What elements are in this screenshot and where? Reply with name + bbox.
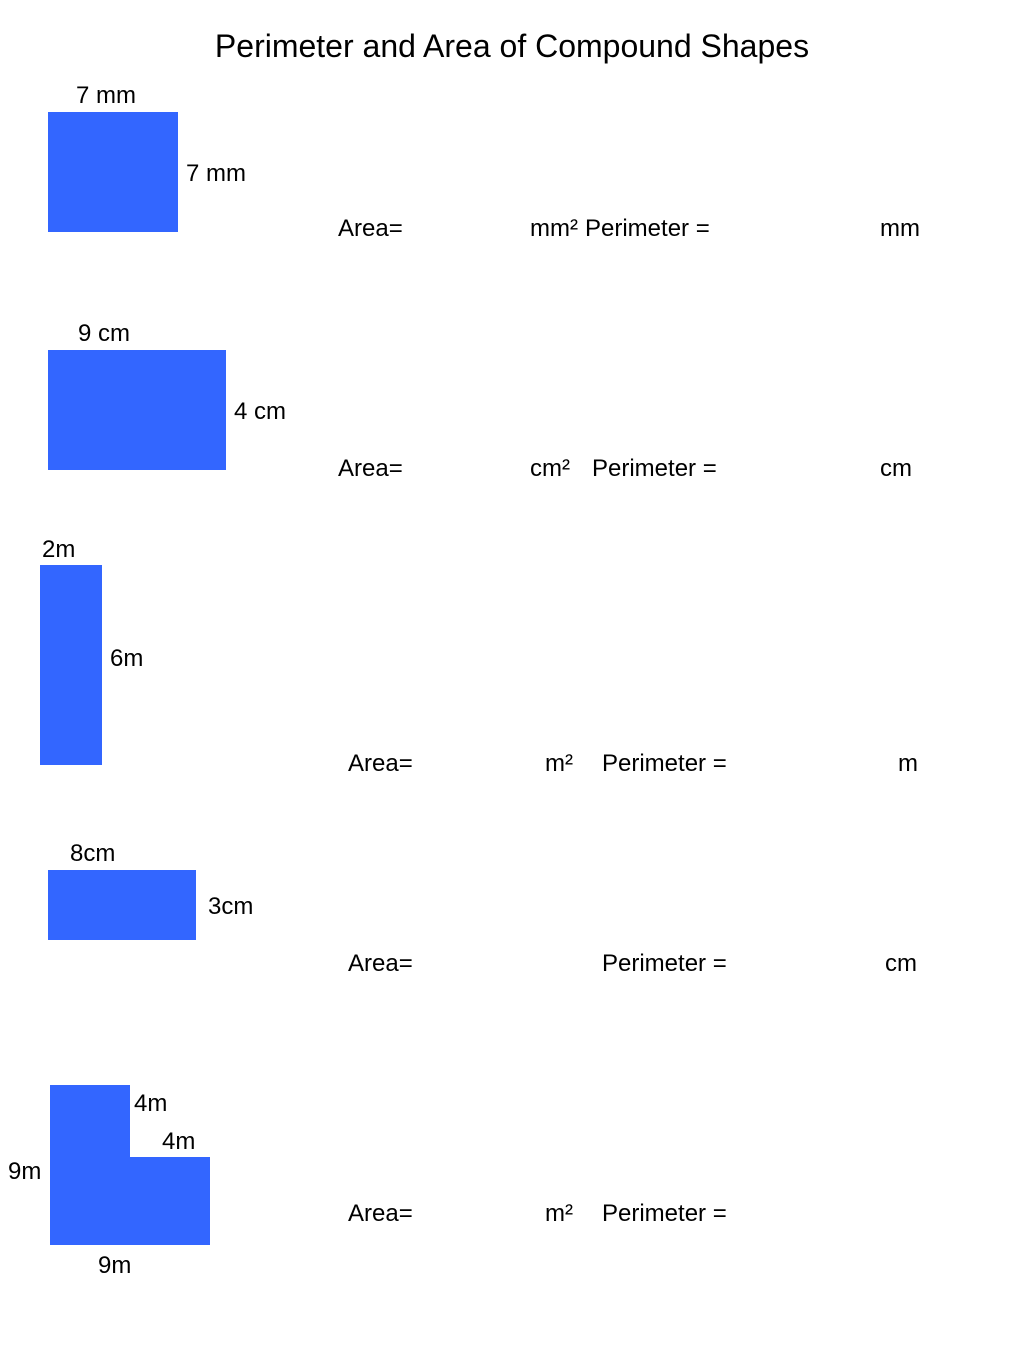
shape5-left-label: 9m (8, 1158, 41, 1186)
shape2-top-label: 9 cm (78, 320, 130, 348)
shape1-area-label: Area= (338, 215, 403, 243)
shape5-area-label: Area= (348, 1200, 413, 1228)
shape1-area-unit: mm² (530, 215, 578, 243)
shape4-perimeter-unit: cm (885, 950, 917, 978)
shape2-rect (48, 350, 226, 470)
shape5-perimeter-label: Perimeter = (602, 1200, 727, 1228)
shape1-perimeter-unit: mm (880, 215, 920, 243)
shape3-perimeter-unit: m (898, 750, 918, 778)
shape3-top-label: 2m (42, 536, 75, 564)
shape4-rect (48, 870, 196, 940)
shape5-bottom-label: 9m (98, 1252, 131, 1280)
shape2-area-unit: cm² (530, 455, 570, 483)
shape1-right-label: 7 mm (186, 160, 246, 188)
shape3-rect (40, 565, 102, 765)
shape3-area-label: Area= (348, 750, 413, 778)
shape1-top-label: 7 mm (76, 82, 136, 110)
shape2-perimeter-unit: cm (880, 455, 912, 483)
shape3-area-unit: m² (545, 750, 573, 778)
shape4-perimeter-label: Perimeter = (602, 950, 727, 978)
shape5-notch-top-label: 4m (134, 1090, 167, 1118)
shape4-top-label: 8cm (70, 840, 115, 868)
shape2-perimeter-label: Perimeter = (592, 455, 717, 483)
shape2-area-label: Area= (338, 455, 403, 483)
shape1-perimeter-label: Perimeter = (585, 215, 710, 243)
worksheet-page: Perimeter and Area of Compound Shapes 7 … (0, 0, 1024, 1365)
shape4-area-label: Area= (348, 950, 413, 978)
shape3-perimeter-label: Perimeter = (602, 750, 727, 778)
shape4-right-label: 3cm (208, 893, 253, 921)
shape1-rect (48, 112, 178, 232)
shape5-area-unit: m² (545, 1200, 573, 1228)
shape2-right-label: 4 cm (234, 398, 286, 426)
shape3-right-label: 6m (110, 645, 143, 673)
shape5-notch-right-label: 4m (162, 1128, 195, 1156)
page-title: Perimeter and Area of Compound Shapes (0, 28, 1024, 65)
